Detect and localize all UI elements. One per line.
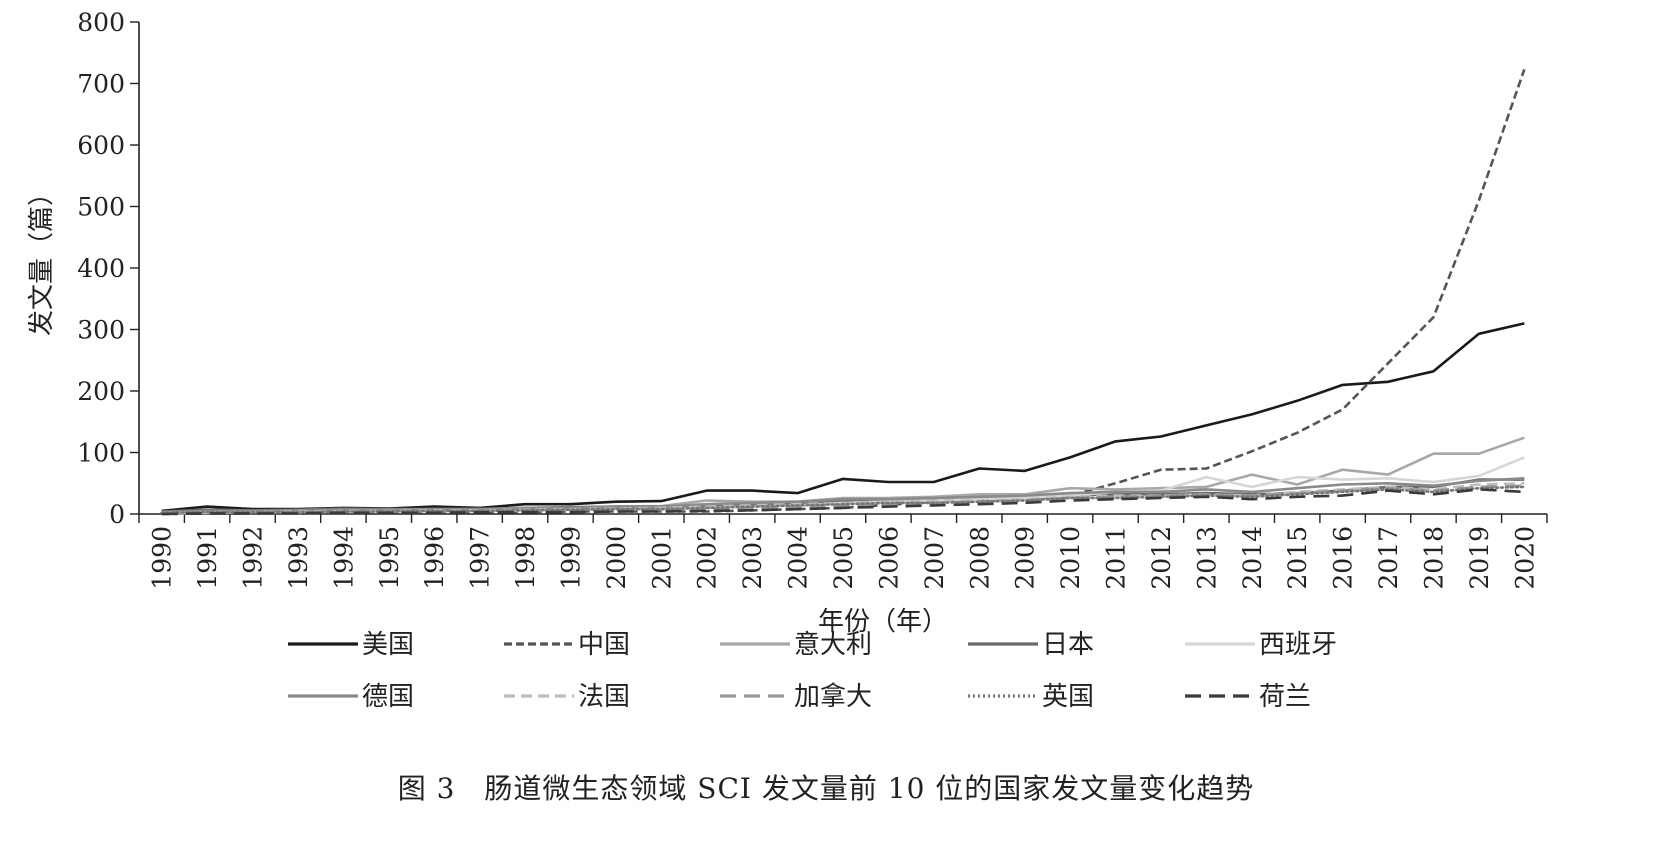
x-tick-label: 2006 [874, 526, 903, 590]
plot-area: 0 100 200 300 400 500 600 700 800 1990 1991 1992 199… [77, 8, 1548, 590]
x-tick-label: 2015 [1283, 526, 1312, 590]
y-tick-label: 700 [77, 70, 125, 99]
x-tick-label: 2012 [1147, 526, 1176, 590]
x-tick-label: 2001 [647, 526, 676, 590]
x-tick-label: 2008 [965, 526, 994, 590]
y-tick-label: 200 [77, 377, 125, 406]
series-line-2 [161, 68, 1526, 516]
y-tick-label: 300 [77, 316, 125, 345]
x-tick-label: 1997 [466, 526, 495, 590]
legend-label: 法国 [578, 682, 630, 712]
x-tick-label: 1993 [284, 526, 313, 590]
x-tick-label: 1998 [511, 526, 540, 590]
legend-label: 西班牙 [1259, 630, 1337, 660]
x-tick-label: 2019 [1465, 526, 1494, 590]
legend-label: 德国 [362, 682, 414, 712]
x-tick-label: 2017 [1374, 526, 1403, 590]
x-tick-label: 2005 [829, 526, 858, 590]
x-axis-title: 年份（年） [818, 607, 948, 637]
series-line-10 [161, 488, 1525, 516]
x-tick-label: 1990 [148, 526, 177, 590]
y-axis-title: 发文量（篇） [27, 180, 57, 336]
x-tick-label: 2002 [693, 526, 722, 590]
legend-label: 日本 [1042, 630, 1094, 660]
legend-label: 意大利 [794, 630, 872, 660]
series-line-1 [161, 322, 1525, 513]
x-tick-label: 2003 [738, 526, 767, 590]
y-tick-label: 500 [77, 193, 125, 222]
y-tick-label: 0 [109, 500, 125, 529]
y-tick-label: 800 [77, 8, 125, 37]
x-tick-label: 1996 [420, 526, 449, 590]
y-tick-label: 100 [77, 439, 125, 468]
legend-label: 加拿大 [794, 682, 872, 712]
x-tick-label: 2004 [784, 526, 813, 590]
x-tick-label: 1991 [193, 526, 222, 590]
x-tick-label: 2020 [1510, 526, 1539, 590]
x-tick-label: 2010 [1056, 526, 1085, 590]
x-tick-label: 1999 [556, 526, 585, 590]
x-tick-label: 2018 [1419, 526, 1448, 590]
x-tick-label: 2011 [1102, 526, 1131, 590]
x-tick-label: 1995 [375, 526, 404, 590]
legend-label: 英国 [1042, 682, 1094, 712]
y-tick-label: 400 [77, 254, 125, 283]
legend-label: 美国 [362, 630, 414, 660]
figure-caption: 图 3 肠道微生态领域 SCI 发文量前 10 位的国家发文量变化趋势 [398, 772, 1255, 805]
legend-label: 中国 [578, 630, 630, 660]
legend-label: 荷兰 [1259, 682, 1311, 712]
x-tick-label: 2016 [1329, 526, 1358, 590]
x-tick-label: 1992 [239, 526, 268, 590]
x-tick-label: 2009 [1011, 526, 1040, 590]
x-tick-label: 1994 [329, 526, 358, 590]
x-tick-label: 2007 [920, 526, 949, 590]
x-tick-label: 2013 [1192, 526, 1221, 590]
y-tick-label: 600 [77, 131, 125, 160]
x-tick-label: 2000 [602, 526, 631, 590]
x-tick-label: 2014 [1238, 526, 1267, 590]
